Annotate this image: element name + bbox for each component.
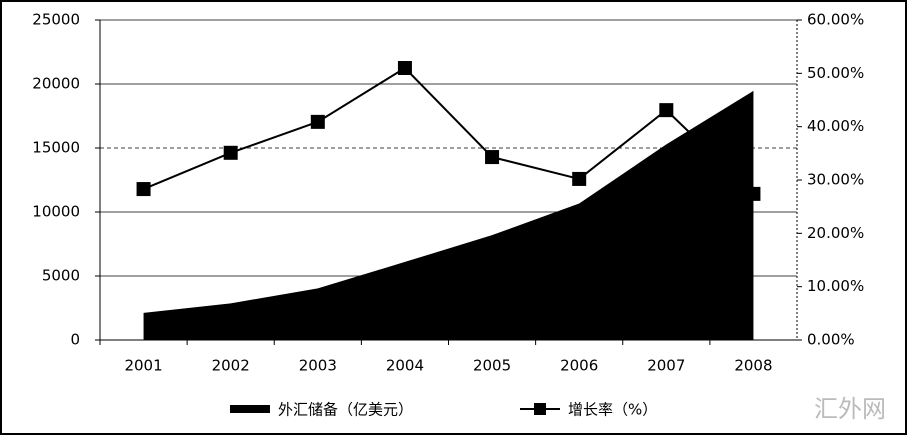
marker (659, 103, 674, 118)
y-tick-label: 0 (70, 331, 80, 349)
watermark: 汇外网 (814, 395, 886, 423)
legend-label: 增长率（%） (568, 401, 657, 419)
marker (485, 150, 500, 165)
y2-tick-label: 0.00% (807, 331, 855, 349)
y-tick-label: 10000 (32, 203, 80, 221)
y2-tick-label: 10.00% (807, 277, 864, 295)
x-tick-label: 2005 (473, 357, 511, 375)
legend-swatch (534, 403, 546, 415)
line (143, 66, 755, 195)
legend-label: 外汇储备（亿美元） (278, 401, 413, 419)
x-tick-label: 2007 (647, 357, 685, 375)
marker (746, 186, 761, 201)
y-tick-label: 5000 (42, 267, 80, 285)
y-tick-label: 25000 (32, 11, 80, 29)
y-tick-label: 20000 (32, 75, 80, 93)
legend-swatch (230, 405, 270, 413)
x-tick-label: 2001 (124, 357, 162, 375)
marker (572, 171, 587, 186)
y2-tick-label: 20.00% (807, 224, 864, 242)
x-tick-label: 2003 (299, 357, 337, 375)
y2-tick-label: 40.00% (807, 117, 864, 135)
x-tick-label: 2008 (734, 357, 772, 375)
x-tick-label: 2006 (560, 357, 598, 375)
x-tick-label: 2002 (212, 357, 250, 375)
marker (223, 145, 238, 160)
marker (136, 182, 151, 197)
y2-tick-label: 30.00% (807, 171, 864, 189)
y2-tick-label: 50.00% (807, 64, 864, 82)
y-tick-label: 15000 (32, 139, 80, 157)
y2-tick-label: 60.00% (807, 11, 864, 29)
x-tick-label: 2004 (386, 357, 424, 375)
marker (397, 61, 412, 75)
area (143, 90, 754, 340)
marker (310, 114, 325, 129)
